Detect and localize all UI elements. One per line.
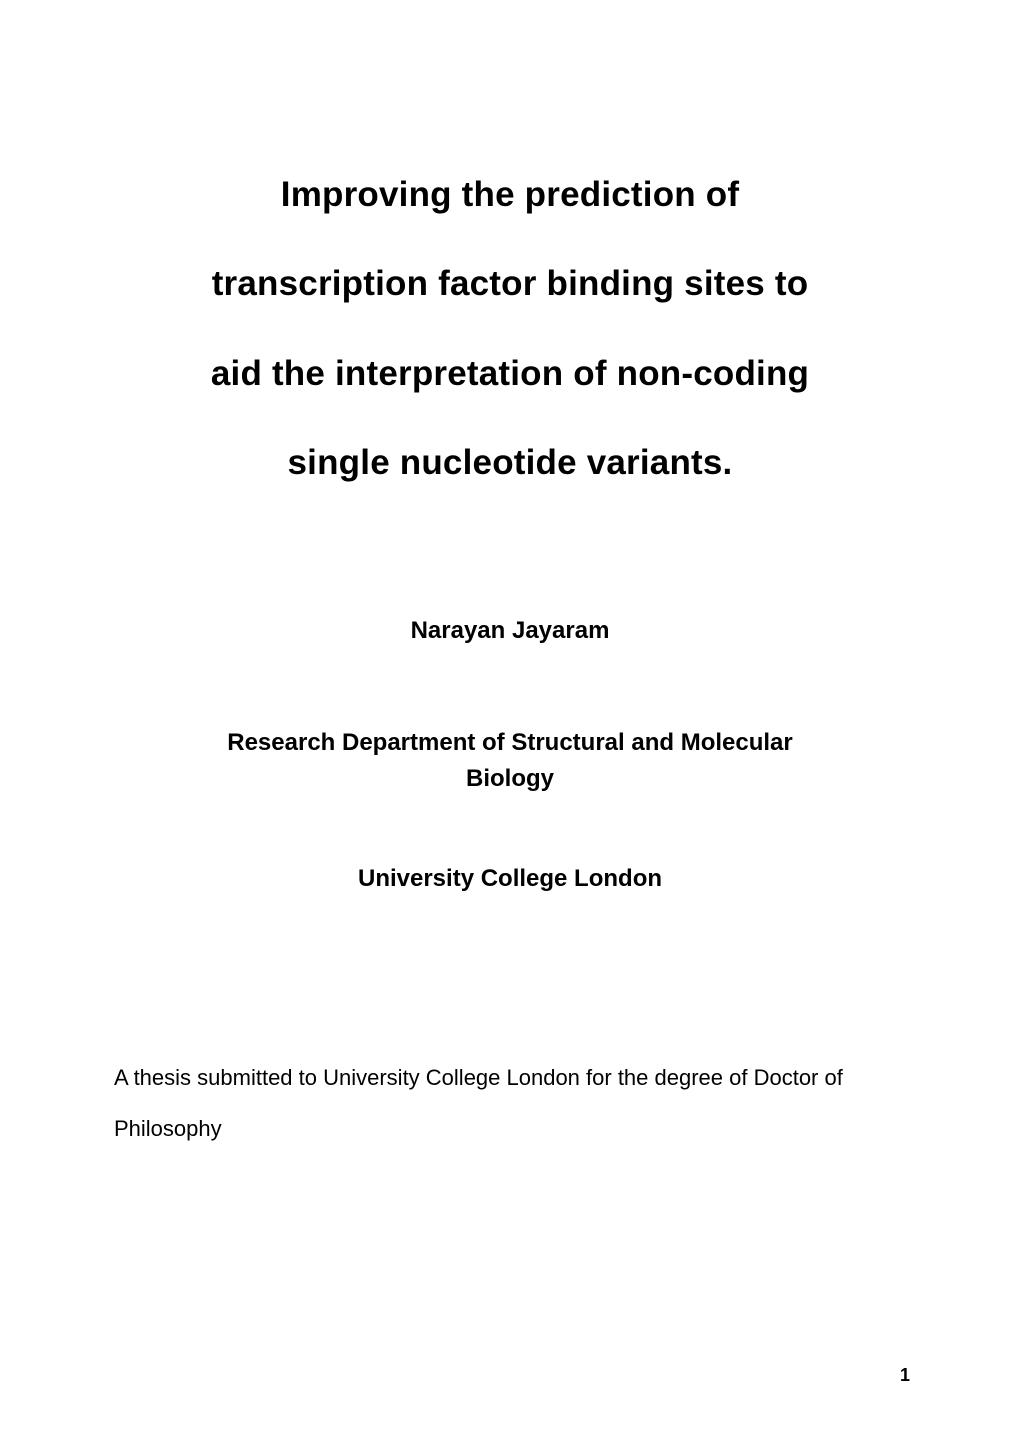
page-number: 1 bbox=[900, 1365, 910, 1386]
submission-statement: A thesis submitted to University College… bbox=[108, 1053, 912, 1154]
thesis-title: Improving the prediction of transcriptio… bbox=[108, 150, 912, 507]
department-line-2: Biology bbox=[108, 761, 912, 797]
department-line-1: Research Department of Structural and Mo… bbox=[108, 725, 912, 761]
author-name: Narayan Jayaram bbox=[108, 617, 912, 645]
title-line-3: aid the interpretation of non-coding bbox=[108, 329, 912, 418]
title-line-4: single nucleotide variants. bbox=[108, 418, 912, 507]
title-line-2: transcription factor binding sites to bbox=[108, 239, 912, 328]
title-line-1: Improving the prediction of bbox=[108, 150, 912, 239]
university-name: University College London bbox=[108, 865, 912, 893]
department-name: Research Department of Structural and Mo… bbox=[108, 725, 912, 797]
